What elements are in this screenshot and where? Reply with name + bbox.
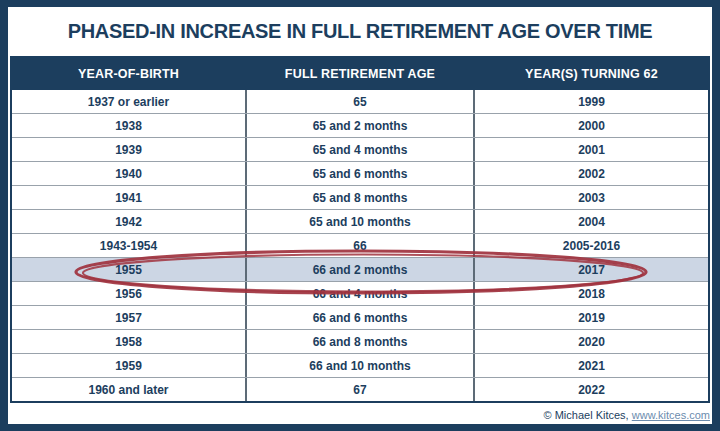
cell-year-of-birth: 1941 bbox=[12, 186, 245, 209]
cell-year-turning-62: 2000 bbox=[475, 114, 708, 137]
table-row: 1938 65 and 2 months 2000 bbox=[12, 113, 708, 137]
table-row: 1939 65 and 4 months 2001 bbox=[12, 137, 708, 161]
cell-year-turning-62: 2021 bbox=[475, 354, 708, 377]
cell-full-retirement-age: 65 and 10 months bbox=[245, 210, 475, 233]
cell-year-of-birth: 1957 bbox=[12, 306, 245, 329]
cell-full-retirement-age: 65 and 2 months bbox=[245, 114, 475, 137]
cell-full-retirement-age: 65 bbox=[245, 90, 475, 113]
column-header-year-of-birth: YEAR-OF-BIRTH bbox=[12, 58, 245, 90]
table-row: 1940 65 and 6 months 2002 bbox=[12, 161, 708, 185]
cell-full-retirement-age: 66 and 6 months bbox=[245, 306, 475, 329]
table-row: 1943-1954 66 2005-2016 bbox=[12, 233, 708, 257]
cell-full-retirement-age: 66 bbox=[245, 234, 475, 257]
cell-year-of-birth: 1942 bbox=[12, 210, 245, 233]
table-row: 1960 and later 67 2022 bbox=[12, 377, 708, 401]
cell-year-of-birth: 1959 bbox=[12, 354, 245, 377]
cell-full-retirement-age: 67 bbox=[245, 378, 475, 401]
cell-full-retirement-age: 65 and 8 months bbox=[245, 186, 475, 209]
cell-full-retirement-age: 66 and 4 months bbox=[245, 282, 475, 305]
table-row: 1937 or earlier 65 1999 bbox=[12, 90, 708, 113]
kitces-link[interactable]: www.kitces.com bbox=[632, 409, 710, 421]
cell-full-retirement-age: 66 and 2 months bbox=[245, 258, 475, 281]
page-title: PHASED-IN INCREASE IN FULL RETIREMENT AG… bbox=[8, 7, 712, 56]
table-row: 1956 66 and 4 months 2018 bbox=[12, 281, 708, 305]
cell-year-turning-62: 2001 bbox=[475, 138, 708, 161]
cell-year-of-birth: 1943-1954 bbox=[12, 234, 245, 257]
column-header-years-turning-62: YEAR(S) TURNING 62 bbox=[475, 58, 708, 90]
content-area: PHASED-IN INCREASE IN FULL RETIREMENT AG… bbox=[8, 7, 712, 424]
cell-year-turning-62: 2004 bbox=[475, 210, 708, 233]
cell-year-of-birth: 1958 bbox=[12, 330, 245, 353]
cell-year-of-birth: 1955 bbox=[12, 258, 245, 281]
cell-year-turning-62: 2017 bbox=[475, 258, 708, 281]
cell-full-retirement-age: 65 and 6 months bbox=[245, 162, 475, 185]
table-row: 1942 65 and 10 months 2004 bbox=[12, 209, 708, 233]
retirement-age-table: YEAR-OF-BIRTH FULL RETIREMENT AGE YEAR(S… bbox=[10, 56, 710, 403]
cell-year-of-birth: 1940 bbox=[12, 162, 245, 185]
cell-year-of-birth: 1939 bbox=[12, 138, 245, 161]
cell-year-of-birth: 1960 and later bbox=[12, 378, 245, 401]
cell-full-retirement-age: 66 and 8 months bbox=[245, 330, 475, 353]
table-row: 1958 66 and 8 months 2020 bbox=[12, 329, 708, 353]
cell-year-turning-62: 2019 bbox=[475, 306, 708, 329]
cell-year-turning-62: 2018 bbox=[475, 282, 708, 305]
cell-year-turning-62: 2020 bbox=[475, 330, 708, 353]
table-row: 1941 65 and 8 months 2003 bbox=[12, 185, 708, 209]
cell-year-of-birth: 1938 bbox=[12, 114, 245, 137]
table-row: 1957 66 and 6 months 2019 bbox=[12, 305, 708, 329]
credit-text: © Michael Kitces, bbox=[544, 409, 632, 421]
cell-year-turning-62: 2005-2016 bbox=[475, 234, 708, 257]
cell-year-turning-62: 2002 bbox=[475, 162, 708, 185]
column-header-full-retirement-age: FULL RETIREMENT AGE bbox=[245, 58, 475, 90]
retirement-age-infographic: PHASED-IN INCREASE IN FULL RETIREMENT AG… bbox=[0, 0, 720, 431]
cell-year-of-birth: 1956 bbox=[12, 282, 245, 305]
table-body: 1937 or earlier 65 1999 1938 65 and 2 mo… bbox=[12, 90, 708, 401]
cell-full-retirement-age: 65 and 4 months bbox=[245, 138, 475, 161]
table-header-row: YEAR-OF-BIRTH FULL RETIREMENT AGE YEAR(S… bbox=[12, 58, 708, 90]
cell-year-of-birth: 1937 or earlier bbox=[12, 90, 245, 113]
cell-full-retirement-age: 66 and 10 months bbox=[245, 354, 475, 377]
cell-year-turning-62: 2022 bbox=[475, 378, 708, 401]
credit-line: © Michael Kitces, www.kitces.com bbox=[544, 409, 710, 421]
cell-year-turning-62: 2003 bbox=[475, 186, 708, 209]
table-row: 1959 66 and 10 months 2021 bbox=[12, 353, 708, 377]
table-row: 1955 66 and 2 months 2017 bbox=[12, 257, 708, 281]
cell-year-turning-62: 1999 bbox=[475, 90, 708, 113]
